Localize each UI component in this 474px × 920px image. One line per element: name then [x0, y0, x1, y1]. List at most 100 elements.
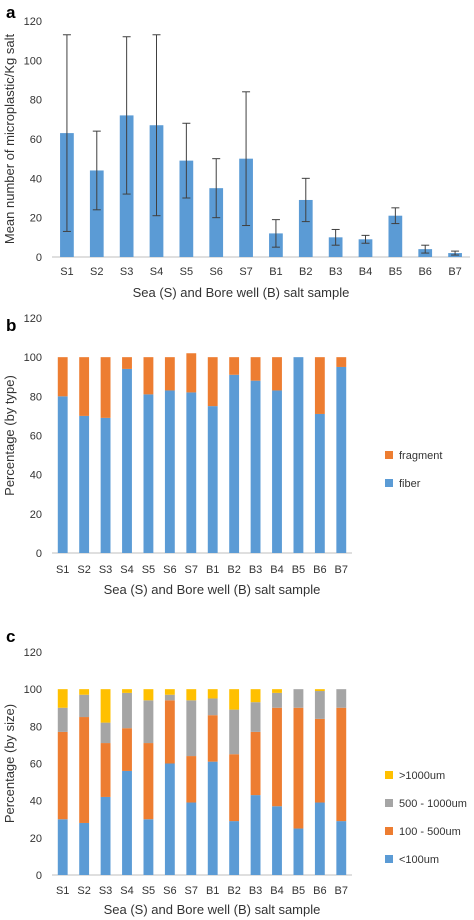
bar-segment-S4-0 — [122, 770, 132, 875]
x-axis-title: Sea (S) and Bore well (B) salt sample — [133, 285, 350, 300]
x-tick-label: B6 — [313, 885, 326, 897]
error-bar-B7 — [451, 250, 460, 256]
bar-segment-B4-2 — [272, 692, 282, 708]
bar-segment-S7-3 — [186, 689, 197, 701]
bar-segment-S5-1 — [143, 357, 154, 395]
legend-swatch — [385, 799, 393, 807]
legend-swatch — [385, 827, 393, 835]
x-tick-label: S3 — [120, 266, 133, 278]
bar-segment-B1-1 — [207, 357, 218, 407]
bar-segment-S5-3 — [143, 689, 154, 701]
bar-segment-B3-2 — [250, 702, 261, 732]
bar-segment-S7-0 — [186, 392, 197, 553]
error-bar-S3 — [122, 36, 131, 195]
bar-segment-S1-0 — [57, 396, 68, 553]
bar-segment-B3-0 — [250, 795, 261, 875]
bar-segment-S5-0 — [143, 819, 154, 875]
y-tick-label: 120 — [24, 647, 42, 659]
x-tick-label: B3 — [329, 266, 342, 278]
bar-segment-S7-1 — [186, 353, 197, 393]
error-bar-S2 — [92, 130, 101, 211]
error-bar-B2 — [301, 177, 310, 223]
legend-swatch — [385, 855, 393, 863]
x-tick-label: S4 — [150, 266, 163, 278]
bar-segment-S6-0 — [164, 390, 175, 553]
error-bar-S7 — [242, 91, 251, 227]
x-tick-label: S1 — [56, 564, 69, 576]
x-tick-label: S1 — [60, 266, 73, 278]
bar-segment-S3-0 — [100, 417, 111, 553]
x-tick-label: S2 — [77, 564, 90, 576]
x-tick-label: S7 — [185, 564, 198, 576]
bar-segment-S2-0 — [79, 415, 90, 553]
bar-segment-S4-3 — [122, 689, 132, 693]
bar-segment-S6-0 — [164, 763, 175, 875]
error-bar-S1 — [62, 34, 71, 232]
y-tick-label: 20 — [30, 509, 42, 521]
legend-label: <100um — [399, 854, 439, 866]
error-bar-S6 — [212, 158, 221, 219]
x-tick-label: B6 — [418, 266, 431, 278]
bar-segment-B2-0 — [229, 374, 240, 553]
y-tick-label: 60 — [30, 134, 42, 146]
legend: fragment fiber — [385, 450, 442, 490]
bar-segment-B1-0 — [207, 761, 218, 875]
bar-segment-B1-2 — [207, 698, 218, 716]
x-tick-label: S1 — [56, 885, 69, 897]
x-tick-label: B7 — [335, 564, 348, 576]
bar-segment-B7-2 — [336, 689, 347, 708]
x-tick-label: B7 — [448, 266, 461, 278]
legend: >1000um 500 - 1000um 100 - 500um <100um — [385, 770, 467, 866]
bar-segment-S4-1 — [122, 357, 132, 369]
y-tick-label: 100 — [24, 352, 42, 364]
bar-segment-S3-1 — [100, 743, 111, 797]
y-tick-label: 20 — [30, 833, 42, 845]
bar-segment-B2-0 — [229, 821, 240, 875]
legend-label: fiber — [399, 478, 421, 490]
y-tick-label: 0 — [36, 548, 42, 560]
x-tick-label: B5 — [389, 266, 402, 278]
bar-segment-S3-2 — [100, 722, 111, 744]
bar-segment-S5-2 — [143, 700, 154, 744]
x-tick-label: B4 — [359, 266, 372, 278]
legend-swatch — [385, 479, 393, 487]
x-tick-label: B1 — [206, 564, 219, 576]
bar-segment-B3-3 — [250, 689, 261, 703]
bar-segment-S1-1 — [57, 731, 68, 820]
y-tick-label: 120 — [24, 16, 42, 28]
bar-segment-B4-1 — [272, 357, 282, 391]
y-tick-label: 0 — [36, 252, 42, 264]
bar-B2 — [298, 199, 313, 257]
y-tick-label: 60 — [30, 431, 42, 443]
bar-segment-S4-1 — [122, 728, 132, 771]
bar-segment-B7-0 — [336, 366, 347, 553]
bar-segment-S4-0 — [122, 368, 132, 553]
bar-segment-S6-2 — [164, 694, 175, 701]
x-tick-label: B2 — [299, 266, 312, 278]
x-tick-label: B4 — [270, 564, 283, 576]
bar-segment-B4-0 — [272, 806, 282, 875]
x-tick-label: S6 — [209, 266, 222, 278]
bar-segment-B5-0 — [293, 357, 304, 553]
y-tick-label: 40 — [30, 470, 42, 482]
y-tick-label: 80 — [30, 391, 42, 403]
bar-S6 — [209, 188, 224, 257]
bar-segment-B6-1 — [314, 357, 325, 414]
bar-segment-S2-1 — [79, 717, 90, 823]
error-bar-B6 — [421, 244, 430, 254]
y-tick-label: 60 — [30, 759, 42, 771]
legend-label: >1000um — [399, 770, 445, 782]
y-axis-title: Percentage (by size) — [2, 704, 17, 823]
bar-S5 — [179, 160, 194, 257]
bar-segment-S1-1 — [57, 357, 68, 397]
bar-segment-S2-1 — [79, 357, 90, 416]
bar-segment-B3-0 — [250, 380, 261, 553]
bar-segment-S4-2 — [122, 692, 132, 729]
panel-letter: a — [6, 3, 16, 22]
bar-segment-B2-2 — [229, 709, 240, 755]
x-tick-label: S5 — [142, 885, 155, 897]
bar-segment-B2-1 — [229, 754, 240, 822]
y-tick-label: 40 — [30, 173, 42, 185]
bar-segment-S1-3 — [57, 689, 68, 708]
